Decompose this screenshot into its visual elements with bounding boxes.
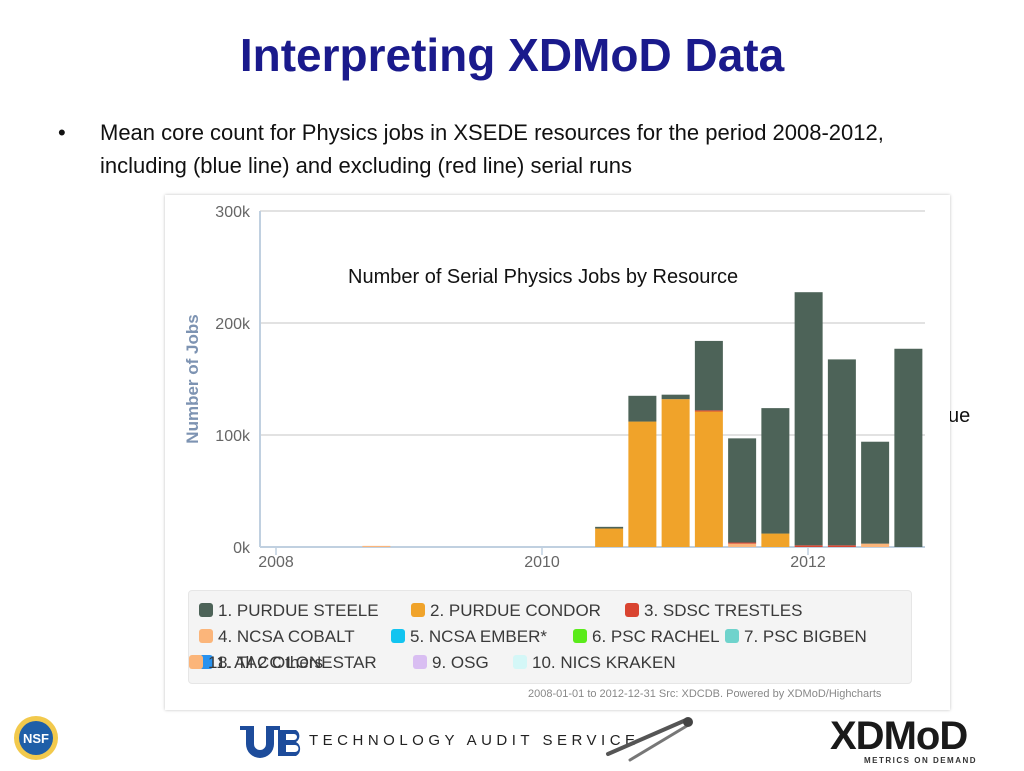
ub-logo (238, 722, 306, 763)
bar-segment-purdue-condor (694, 411, 723, 547)
legend-swatch (513, 655, 527, 669)
bar-segment-purdue-steele (661, 394, 690, 400)
legend-label: 1. PURDUE STEELE (218, 601, 379, 620)
legend-label: 5. NCSA EMBER* (410, 627, 547, 646)
compass-icon (600, 710, 700, 766)
legend-label: 2. PURDUE CONDOR (430, 601, 601, 620)
y-tick-label: 100k (215, 428, 251, 445)
bar-segment-purdue-steele (761, 408, 790, 534)
legend-label: 4. NCSA COBALT (218, 627, 355, 646)
legend-swatch (391, 629, 405, 643)
slide-title: Interpreting XDMoD Data (239, 29, 785, 81)
bar-segment-purdue-condor (595, 528, 624, 547)
chart-legend: 1. PURDUE STEELE 2. PURDUE CONDOR 3. SDSC … (188, 590, 912, 684)
bar-segment-purdue-steele (694, 340, 723, 411)
nsf-logo: NSF (12, 714, 60, 762)
bar-segment-ncsa-cobalt (861, 543, 890, 547)
chart-overlay-title: Number of Serial Physics Jobs by Resourc… (348, 266, 739, 289)
legend-item[interactable]: 6. PSC RACHEL (573, 627, 720, 647)
legend-label: 11. All 2 Others (208, 653, 323, 672)
legend-item[interactable]: 7. PSC BIGBEN (725, 627, 867, 647)
bullet-text: Mean core count for Physics jobs in XSED… (100, 120, 884, 178)
bar-segment-purdue-steele (861, 441, 890, 544)
legend-label: 6. PSC RACHEL (592, 627, 720, 646)
bar-segment-sdsc-trestles (728, 542, 757, 544)
bar-segment-sdsc-trestles (694, 410, 723, 412)
bar-segment-purdue-steele (827, 359, 856, 546)
xdmod-logo-text: XDMoD (830, 714, 968, 758)
bar-segment-purdue-steele (628, 395, 657, 422)
legend-item[interactable]: 5. NCSA EMBER* (391, 627, 547, 647)
legend-item[interactable]: 9. OSG (413, 653, 489, 673)
legend-swatch (199, 603, 213, 617)
legend-item[interactable]: 2. PURDUE CONDOR (411, 601, 601, 621)
chart-credits: 2008-01-01 to 2012-12-31 Src: XDCDB. Pow… (528, 688, 882, 700)
nsf-logo-text: NSF (23, 731, 49, 746)
legend-label: 9. OSG (432, 653, 489, 672)
partial-text: ue (948, 405, 971, 427)
y-axis-title: Number of Jobs (183, 314, 202, 443)
bar-segment-ncsa-cobalt (362, 545, 391, 547)
legend-item[interactable]: 4. NCSA COBALT (199, 627, 355, 647)
footer-text: TECHNOLOGY AUDIT SERVICE (309, 732, 640, 749)
legend-item[interactable]: 11. All 2 Others (189, 653, 323, 673)
x-tick-label: 2012 (790, 554, 826, 571)
bar-segment-purdue-steele (728, 438, 757, 543)
bar-segment-purdue-steele (794, 292, 823, 546)
bar-segment-sdsc-trestles (794, 545, 823, 547)
bar-segment-purdue-steele (595, 526, 624, 529)
legend-swatch (725, 629, 739, 643)
y-tick-label: 300k (215, 204, 251, 221)
legend-label: 7. PSC BIGBEN (744, 627, 867, 646)
x-tick-label: 2008 (258, 554, 294, 571)
legend-label: 10. NICS KRAKEN (532, 653, 676, 672)
xdmod-logo-subtitle: METRICS ON DEMAND (864, 756, 978, 765)
bar-segment-purdue-steele (894, 348, 923, 547)
bar-segment-ncsa-cobalt (728, 543, 757, 547)
legend-swatch (625, 603, 639, 617)
legend-swatch (199, 629, 213, 643)
xdmod-logo: XDMoD METRICS ON DEMAND (830, 714, 1008, 766)
stacked-bar-chart: 0k 100k 200k 300k Number of Jobs 2008 2010 2012 (183, 204, 925, 571)
y-tick-label: 0k (233, 540, 251, 557)
bar-segment-purdue-condor (661, 399, 690, 547)
legend-item[interactable]: 3. SDSC TRESTLES (625, 601, 802, 621)
bullet-symbol: • (58, 120, 66, 145)
bar-segment-purdue-condor (761, 533, 790, 547)
legend-swatch (411, 603, 425, 617)
legend-swatch (573, 629, 587, 643)
y-tick-label: 200k (215, 316, 251, 333)
bar-segment-purdue-condor (628, 421, 657, 547)
legend-swatch (413, 655, 427, 669)
legend-item[interactable]: 10. NICS KRAKEN (513, 653, 676, 673)
bar-segment-sdsc-trestles (827, 545, 856, 547)
legend-label: 3. SDSC TRESTLES (644, 601, 803, 620)
x-tick-label: 2010 (524, 554, 560, 571)
legend-label: 8. TACC LONESTAR (218, 653, 377, 672)
legend-swatch (189, 655, 203, 669)
legend-item[interactable]: 1. PURDUE STEELE (199, 601, 379, 621)
